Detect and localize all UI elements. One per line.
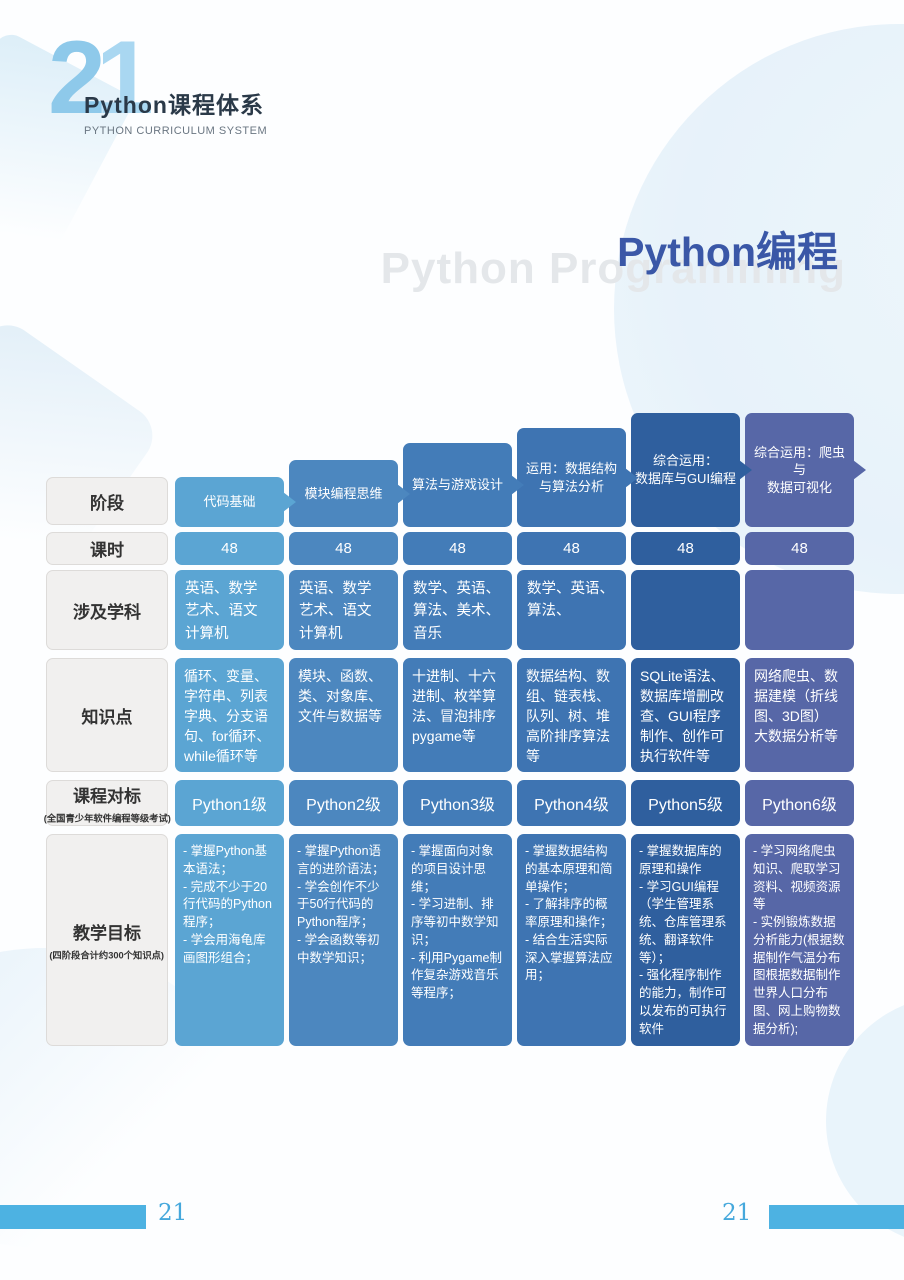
stage-cell-level-5: 综合运用： 数据库与GUI编程 (631, 413, 740, 527)
hours-cell-level-4: 48 (517, 532, 626, 565)
knowledge-cell-level-1: 循环、变量、字符串、列表 字典、分支语句、for循环、while循环等 (175, 658, 284, 772)
benchmark-cell-level-3: Python3级 (403, 780, 512, 826)
stage-cell-level-3: 算法与游戏设计 (403, 443, 512, 527)
stage-cell-level-4: 运用：数据结构 与算法分析 (517, 428, 626, 527)
knowledge-cell-level-2: 模块、函数、类、对象库、文件与数据等 (289, 658, 398, 772)
goals-cell-level-4: - 掌握数据结构的基本原理和简单操作； - 了解排序的概率原理和操作； - 结合… (517, 834, 626, 1046)
benchmark-cell-level-5: Python5级 (631, 780, 740, 826)
subjects-cell-level-1: 英语、数学 艺术、语文 计算机 (175, 570, 284, 650)
subjects-cell-level-2: 英语、数学 艺术、语文 计算机 (289, 570, 398, 650)
knowledge-cell-level-3: 十进制、十六进制、枚举算法、冒泡排序 pygame等 (403, 658, 512, 772)
page-header: Python课程体系 PYTHON CURRICULUM SYSTEM (84, 86, 267, 137)
row-label-text: 课程对标 (73, 786, 141, 806)
row-label-stage: 阶段 (46, 477, 168, 525)
subjects-cell-level-6 (745, 570, 854, 650)
hours-cell-level-1: 48 (175, 532, 284, 565)
row-label-subtext: (全国青少年软件编程等级考试) (43, 813, 171, 824)
knowledge-cell-level-5: SQLite语法、数据库增删改查、GUI程序制作、创作可执行软件等 (631, 658, 740, 772)
footer-bar-right (769, 1205, 904, 1229)
row-label-text: 涉及学科 (73, 602, 141, 622)
hero-watermark-text: Python Programming (380, 244, 846, 293)
subjects-cell-level-4: 数学、英语、算法、 (517, 570, 626, 650)
row-label-text: 知识点 (81, 707, 133, 727)
subjects-cell-level-5 (631, 570, 740, 650)
row-label-text: 教学目标 (73, 923, 141, 943)
stage-cell-level-2: 模块编程思维 (289, 460, 398, 527)
row-label-subtext: (四阶段合计约300个知识点) (49, 950, 165, 961)
footer-bar-left (0, 1205, 146, 1229)
knowledge-cell-level-6: 网络爬虫、数据建模（折线图、3D图） 大数据分析等 (745, 658, 854, 772)
goals-cell-level-2: - 掌握Python语言的进阶语法； - 学会创作不少于50行代码的Python… (289, 834, 398, 1046)
stage-cell-level-6: 综合运用：爬虫与 数据可视化 (745, 413, 854, 527)
hero-title: Python编程 (617, 229, 838, 275)
benchmark-cell-level-6: Python6级 (745, 780, 854, 826)
page-number-right: 21 (722, 1200, 752, 1226)
row-label-goals: 教学目标 (四阶段合计约300个知识点) (46, 834, 168, 1046)
row-label-benchmark: 课程对标 (全国青少年软件编程等级考试) (43, 780, 171, 826)
page-title: Python课程体系 (84, 92, 264, 118)
page-number-left: 21 (158, 1200, 188, 1226)
row-label-text: 课时 (90, 541, 124, 560)
goals-cell-level-5: - 掌握数据库的原理和操作 - 学习GUI编程（学生管理系统、仓库管理系统、翻译… (631, 834, 740, 1046)
benchmark-cell-level-1: Python1级 (175, 780, 284, 826)
row-label-hours: 课时 (46, 532, 168, 565)
benchmark-cell-level-4: Python4级 (517, 780, 626, 826)
goals-cell-level-6: - 学习网络爬虫知识、爬取学习资料、视频资源等 - 实例锻炼数据分析能力(根据数… (745, 834, 854, 1046)
hours-cell-level-2: 48 (289, 532, 398, 565)
page-subtitle: PYTHON CURRICULUM SYSTEM (84, 125, 268, 137)
benchmark-cell-level-2: Python2级 (289, 780, 398, 826)
row-label-text: 阶段 (90, 493, 124, 513)
knowledge-cell-level-4: 数据结构、数组、链表栈、队列、树、堆 高阶排序算法等 (517, 658, 626, 772)
goals-cell-level-3: - 掌握面向对象的项目设计思维； - 学习进制、排序等初中数学知识； - 利用P… (403, 834, 512, 1046)
hours-cell-level-3: 48 (403, 532, 512, 565)
hours-cell-level-6: 48 (745, 532, 854, 565)
row-label-subjects: 涉及学科 (46, 570, 168, 650)
subjects-cell-level-3: 数学、英语、算法、美术、音乐 (403, 570, 512, 650)
row-label-knowledge: 知识点 (46, 658, 168, 772)
stage-cell-level-1: 代码基础 (175, 477, 284, 527)
goals-cell-level-1: - 掌握Python基本语法； - 完成不少于20行代码的Python程序； -… (175, 834, 284, 1046)
hours-cell-level-5: 48 (631, 532, 740, 565)
